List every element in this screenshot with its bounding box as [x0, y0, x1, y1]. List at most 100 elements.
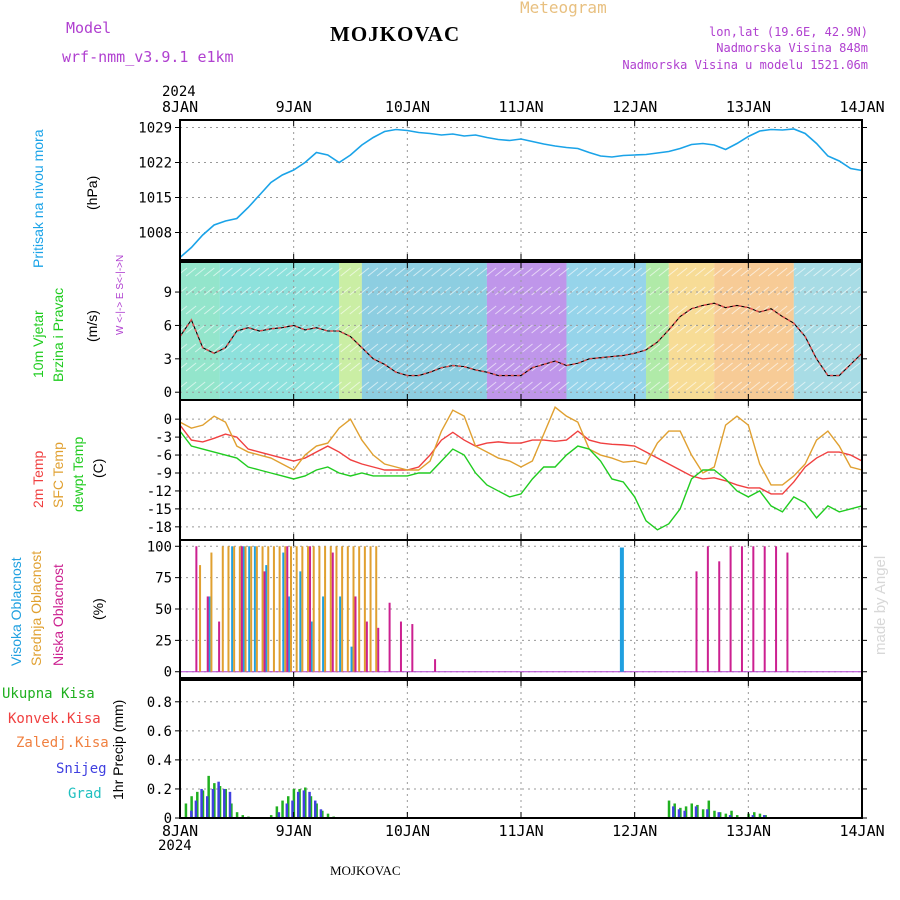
wind-arrow: [222, 267, 233, 277]
wind-arrow: [404, 381, 415, 391]
wind-arrow: [394, 362, 406, 372]
wind-arrow: [331, 343, 342, 353]
wind-arrow: [331, 267, 342, 277]
wind-arrow: [385, 381, 397, 391]
high-cloud-bar: [287, 596, 290, 672]
wind-arrow: [785, 286, 797, 296]
wind-arrow: [513, 381, 524, 391]
wind-arrow: [713, 362, 724, 372]
low-cloud-bar: [365, 621, 368, 672]
wind-arrow: [449, 324, 461, 334]
wind-arrow: [795, 267, 806, 277]
wind-arrow: [631, 381, 642, 391]
wind-arrow: [404, 305, 415, 315]
wind-arrow: [385, 286, 397, 296]
wind-arrow: [740, 267, 752, 277]
snow-bar: [717, 812, 721, 818]
wind-arrow: [249, 286, 261, 296]
wind-arrow: [604, 362, 615, 372]
total-rain-bar: [224, 788, 227, 818]
total-rain-bar: [269, 815, 273, 818]
wind-arrow: [804, 381, 815, 391]
wind-arrow: [203, 343, 215, 353]
wind-arrow: [313, 343, 324, 353]
wind-arrow: [449, 343, 461, 353]
total-rain-bar: [701, 809, 705, 818]
wind-arrow: [194, 362, 206, 372]
wind-arrow: [367, 324, 379, 334]
wind-arrow: [267, 286, 279, 296]
wind-arrow: [604, 286, 615, 296]
wind-arrow: [258, 305, 270, 315]
snow-bar: [190, 810, 193, 818]
wind-arrow: [695, 286, 706, 296]
wind-arrow: [485, 305, 497, 315]
wind-arrow: [613, 324, 624, 334]
pressure-line: [179, 128, 863, 259]
wind-arrow: [231, 343, 242, 353]
wind-arrow: [695, 381, 706, 391]
snow-bar: [285, 803, 289, 818]
wind-arrow: [667, 267, 679, 277]
total-rain-bar: [735, 815, 739, 818]
wind-arrow: [185, 286, 197, 296]
wind-arrow: [840, 324, 852, 334]
wind-arrow: [467, 286, 479, 296]
wind-color-band: [793, 262, 862, 400]
wind-arrow: [613, 362, 624, 372]
wind-arrow: [385, 324, 397, 334]
panel-2: [180, 400, 862, 540]
total-rain-bar: [275, 806, 279, 818]
wind-arrow: [585, 362, 597, 372]
wind-arrow: [476, 324, 488, 334]
y-tick-label: 0.8: [147, 695, 172, 711]
wind-arrow: [795, 286, 806, 296]
wind-arrow: [285, 381, 297, 391]
total-rain-bar: [292, 788, 296, 818]
y-tick-label: -12: [147, 484, 172, 500]
wind-color-band: [180, 262, 220, 400]
high-cloud-bar: [310, 621, 313, 672]
wind-arrow: [631, 286, 642, 296]
mid-cloud-bar: [369, 546, 372, 672]
wind-arrow: [649, 343, 661, 353]
wind-arrow: [604, 324, 615, 334]
wind-arrow: [831, 286, 843, 296]
wind-arrow: [231, 286, 242, 296]
wind-arrow: [267, 305, 279, 315]
low-cloud-bar: [752, 546, 755, 672]
wind-arrow: [504, 286, 515, 296]
wind-arrow: [494, 305, 506, 315]
wind-arrow: [422, 305, 433, 315]
wind-arrow: [185, 381, 197, 391]
wind-arrow: [722, 267, 733, 277]
wind-arrow: [222, 381, 233, 391]
wind-arrow: [413, 343, 424, 353]
total-rain-bar: [326, 813, 330, 818]
wind-arrow: [640, 286, 652, 296]
wind-arrow: [276, 343, 288, 353]
y-tick-label: 0: [164, 385, 172, 401]
wind-arrow: [413, 324, 424, 334]
wind-arrow: [249, 305, 261, 315]
wind-arrow: [313, 305, 324, 315]
wind-arrow: [649, 286, 661, 296]
mid-cloud-bar: [335, 546, 338, 672]
wind-arrow: [567, 324, 579, 334]
precip-unit: 1hr Precip (mm): [110, 699, 126, 800]
wind-arrow: [267, 267, 279, 277]
high-cloud-bar: [208, 596, 211, 672]
wind-arrow: [485, 343, 497, 353]
bottom-date-label: 13JAN: [725, 822, 771, 840]
wind-arrow: [785, 343, 797, 353]
mid-cloud-bar: [227, 546, 230, 672]
snow-bar: [194, 800, 198, 818]
wind-arrow: [804, 305, 815, 315]
wind-arrow: [176, 324, 188, 334]
mid-cloud-bar: [210, 552, 213, 672]
wind-arrow: [394, 286, 406, 296]
wind-arrow: [567, 343, 579, 353]
sfc-temp-label: SFC Temp: [50, 442, 66, 508]
wind-arrow: [558, 381, 570, 391]
top-date-label: 9JAN: [275, 98, 312, 116]
